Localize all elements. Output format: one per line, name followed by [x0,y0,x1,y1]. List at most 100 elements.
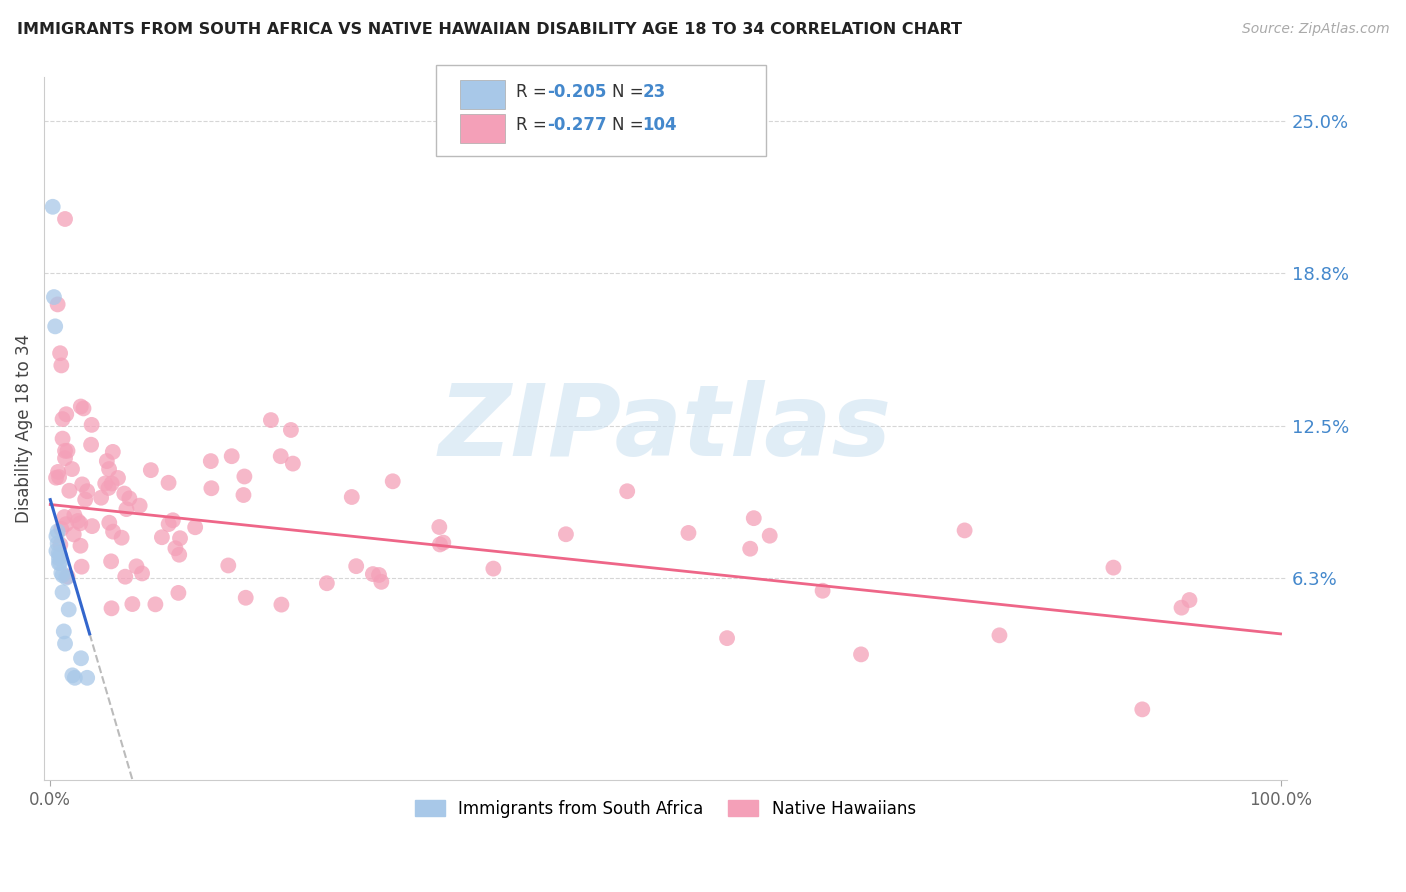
Point [69,539,91,553]
Point [1178,593,1201,607]
Point [427,520,450,534]
Point [740,541,762,556]
Point [53,212,76,227]
Point [1102,560,1125,574]
Point [90,491,112,505]
Point [232,488,254,502]
Point [56,443,79,458]
Point [121,597,143,611]
Point [233,469,256,483]
Text: 104: 104 [643,116,678,134]
Point [361,567,384,582]
Point [53,443,76,458]
Point [125,559,148,574]
Point [281,457,304,471]
Point [115,502,138,516]
Point [270,598,292,612]
Point [60,462,83,476]
Point [118,491,141,506]
Point [49,556,72,570]
Point [849,648,872,662]
Point [76,484,98,499]
Point [344,559,367,574]
Point [53,451,76,466]
Point [46,297,69,311]
Point [280,423,302,437]
Legend: Immigrants from South Africa, Native Hawaiians: Immigrants from South Africa, Native Haw… [408,793,922,825]
Point [169,531,191,545]
Text: IMMIGRANTS FROM SOUTH AFRICA VS NATIVE HAWAIIAN DISABILITY AGE 18 TO 34 CORRELAT: IMMIGRANTS FROM SOUTH AFRICA VS NATIVE H… [17,22,962,37]
Point [200,481,222,495]
Point [429,537,451,551]
Point [340,490,363,504]
Point [131,566,153,581]
Point [678,525,700,540]
Point [184,520,207,534]
Text: Source: ZipAtlas.com: Source: ZipAtlas.com [1241,22,1389,37]
Point [217,558,239,573]
Point [55,407,77,421]
Point [165,541,187,556]
Point [56,569,79,583]
Point [51,566,73,580]
Point [555,527,578,541]
Point [139,463,162,477]
Point [45,529,67,543]
Point [53,510,76,524]
Point [381,475,404,489]
Point [51,432,73,446]
Text: -0.205: -0.205 [547,83,606,101]
Point [107,471,129,485]
Point [432,535,454,549]
Point [49,346,72,360]
Point [315,576,337,591]
Point [76,671,98,685]
Point [368,568,391,582]
Point [75,492,97,507]
Point [988,628,1011,642]
Point [1170,600,1192,615]
Point [58,483,80,498]
Point [51,522,73,536]
Point [270,449,292,463]
Point [66,514,89,528]
Point [51,568,73,582]
Point [51,585,73,599]
Point [98,516,121,530]
Point [53,637,76,651]
Point [70,559,93,574]
Point [100,476,122,491]
Point [51,359,73,373]
Point [48,556,70,570]
Point [100,554,122,568]
Point [60,668,83,682]
Point [94,476,117,491]
Y-axis label: Disability Age 18 to 34: Disability Age 18 to 34 [15,334,32,524]
Point [742,511,765,525]
Point [1130,702,1153,716]
Point [42,290,65,304]
Point [80,417,103,432]
Point [157,475,180,490]
Point [80,438,103,452]
Point [112,486,135,500]
Text: R =: R = [516,116,553,134]
Point [96,454,118,468]
Point [482,561,505,575]
Point [616,484,638,499]
Point [46,524,69,539]
Point [811,583,834,598]
Point [200,454,222,468]
Point [46,536,69,550]
Point [55,517,77,532]
Text: ZIPatlas: ZIPatlas [439,380,891,477]
Point [45,471,67,485]
Text: N =: N = [612,83,648,101]
Point [69,516,91,531]
Point [63,508,86,523]
Point [221,449,243,463]
Point [51,412,73,426]
Point [162,513,184,527]
Point [758,529,780,543]
Point [97,481,120,495]
